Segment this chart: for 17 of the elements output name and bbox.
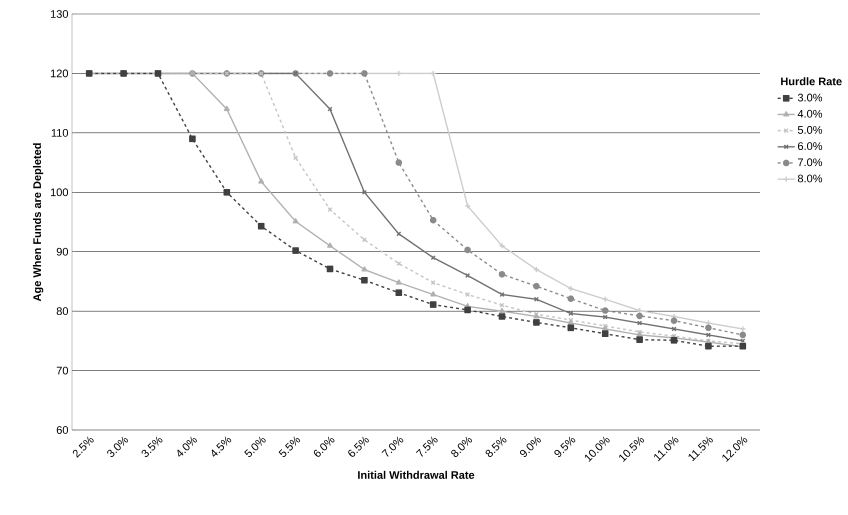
legend-label: 4.0% — [798, 110, 822, 118]
y-tick-label: 70 — [56, 366, 68, 374]
y-tick-label: 110 — [52, 128, 68, 137]
legend-label: 7.0% — [798, 158, 822, 166]
y-tick-label: 100 — [50, 188, 68, 196]
x-axis-title: Initial Withdrawal Rate — [358, 470, 474, 479]
y-axis-title: Age When Funds are Depleted — [32, 143, 44, 302]
legend-label: 8.0% — [798, 174, 822, 182]
y-tick-label: 120 — [50, 70, 68, 78]
legend-label: 5.0% — [798, 126, 822, 134]
y-tick-label: 130 — [50, 10, 68, 18]
legend-label: 3.0% — [798, 94, 822, 102]
legend-label: 6.0% — [798, 142, 822, 150]
y-tick-label: 80 — [56, 307, 68, 316]
y-tick-label: 60 — [56, 426, 68, 434]
y-tick-label: 90 — [56, 248, 68, 256]
legend-title: Hurdle Rate — [781, 77, 842, 86]
